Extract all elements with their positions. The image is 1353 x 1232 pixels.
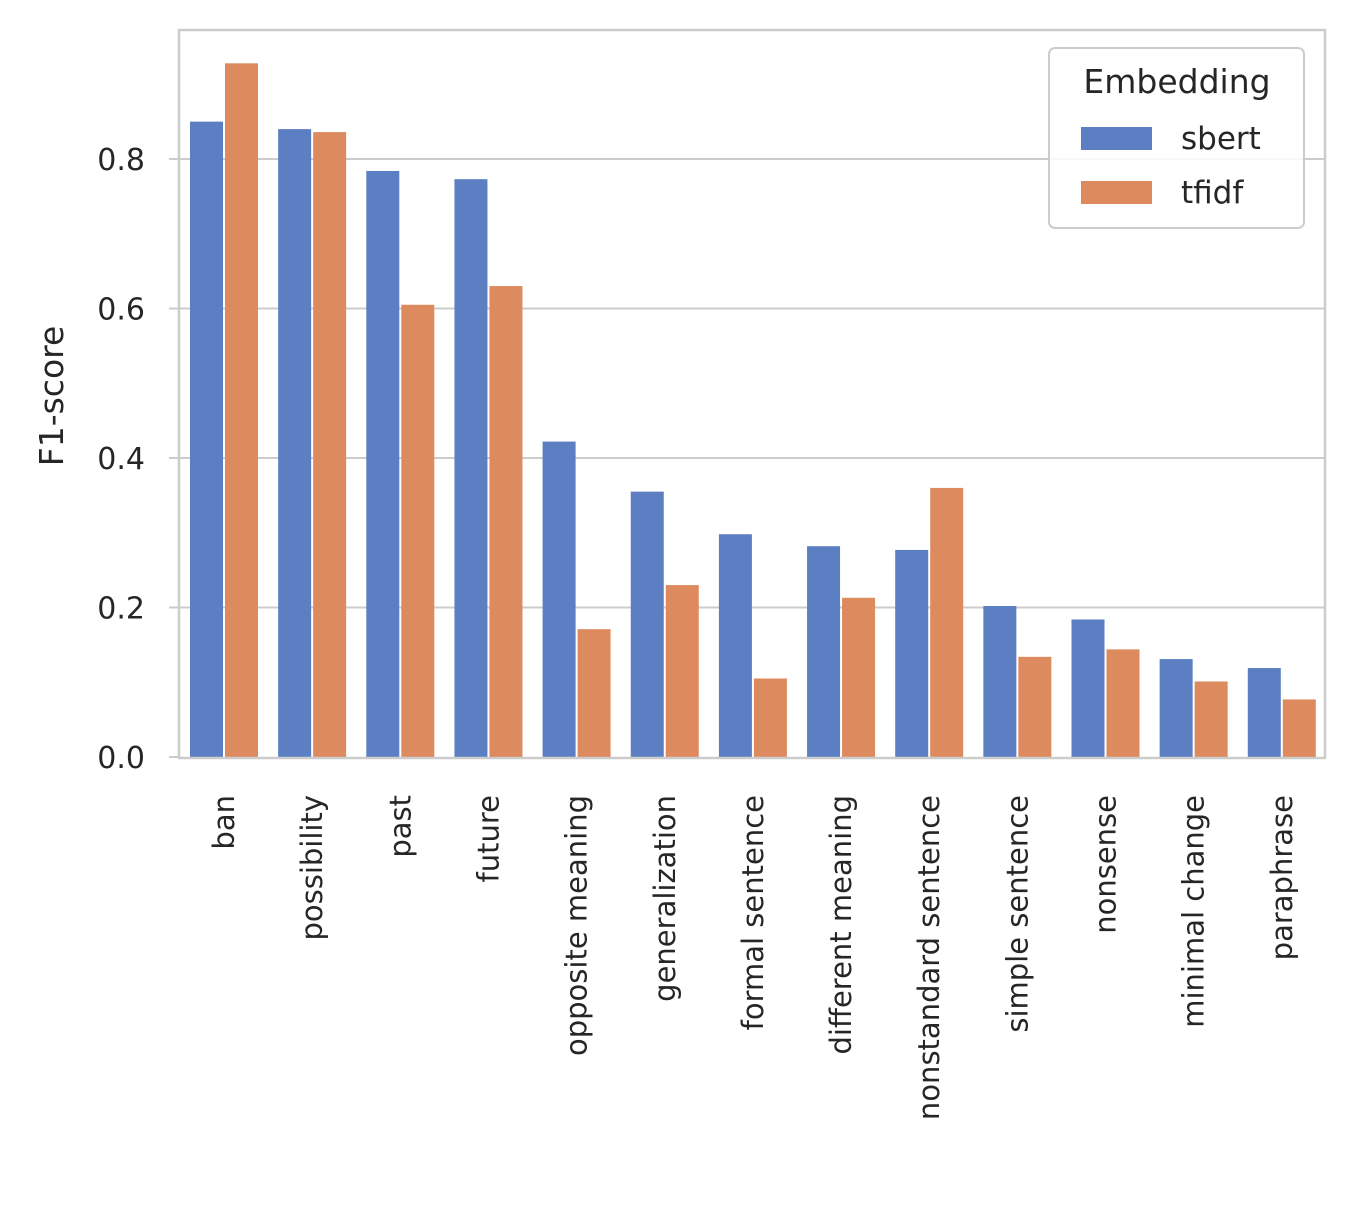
bar-tfidf-formal-sentence <box>753 678 787 757</box>
y-tick-label: 0.2 <box>97 592 145 627</box>
bar-sbert-simple-sentence <box>983 606 1017 757</box>
x-axis-categories: ban possibility past future opposite meaning… <box>207 795 1299 1120</box>
bar-sbert-minimal-change <box>1159 659 1193 757</box>
bar-tfidf-minimal-change <box>1194 681 1228 757</box>
bar-sbert-past <box>366 170 400 757</box>
bar-sbert-different-meaning <box>807 546 841 757</box>
bar-tfidf-nonsense <box>1106 649 1140 757</box>
x-category-label: nonstandard sentence <box>912 795 946 1120</box>
x-category-label: possibility <box>295 795 329 941</box>
bar-sbert-opposite-meaning <box>542 441 576 757</box>
bar-sbert-possibility <box>278 129 312 758</box>
x-category-label: paraphrase <box>1265 795 1299 960</box>
legend: Embedding sbert tfidf <box>1048 47 1305 229</box>
x-category-label: future <box>471 795 505 882</box>
bar-sbert-ban <box>190 121 223 757</box>
bar-sbert-nonstandard-sentence <box>895 549 929 757</box>
bar-tfidf-generalization <box>665 585 699 757</box>
y-axis-label: F1-score <box>32 326 71 467</box>
bar-sbert-formal-sentence <box>718 534 752 757</box>
x-category-label: opposite meaning <box>560 795 594 1056</box>
bar-tfidf-simple-sentence <box>1018 656 1052 757</box>
x-category-label: past <box>383 795 417 858</box>
y-tick-label: 0.0 <box>97 741 145 776</box>
legend-title: Embedding <box>1083 62 1270 101</box>
x-category-label: ban <box>207 795 241 850</box>
x-category-label: generalization <box>648 795 682 1002</box>
bar-tfidf-paraphrase <box>1282 699 1316 757</box>
x-category-label: different meaning <box>824 795 858 1054</box>
x-category-label: formal sentence <box>736 795 770 1030</box>
x-category-label: simple sentence <box>1000 795 1034 1033</box>
legend-swatch-sbert <box>1081 127 1152 150</box>
bar-sbert-paraphrase <box>1247 668 1281 757</box>
bar-sbert-future <box>454 179 488 757</box>
bar-tfidf-future <box>489 286 523 757</box>
y-tick-label: 0.8 <box>97 143 145 178</box>
bar-tfidf-nonstandard-sentence <box>930 487 964 757</box>
y-tick-label: 0.6 <box>97 293 145 328</box>
y-axis-ticks: 0.0 0.2 0.4 0.6 0.8 <box>97 143 179 776</box>
y-tick-label: 0.4 <box>97 442 145 477</box>
bar-tfidf-possibility <box>313 132 347 758</box>
plot-frame <box>177 28 1327 760</box>
bars <box>190 63 1316 758</box>
legend-label-sbert: sbert <box>1181 121 1261 157</box>
bar-tfidf-past <box>401 304 435 757</box>
x-category-label: nonsense <box>1089 795 1123 934</box>
bar-tfidf-different-meaning <box>842 597 876 757</box>
bar-sbert-nonsense <box>1071 619 1105 757</box>
legend-label-tfidf: tfidf <box>1181 175 1244 211</box>
legend-swatch-tfidf <box>1081 181 1152 204</box>
x-category-label: minimal change <box>1177 795 1211 1028</box>
bar-sbert-generalization <box>630 491 664 757</box>
bar-tfidf-opposite-meaning <box>577 629 611 757</box>
bar-tfidf-ban <box>225 63 258 757</box>
